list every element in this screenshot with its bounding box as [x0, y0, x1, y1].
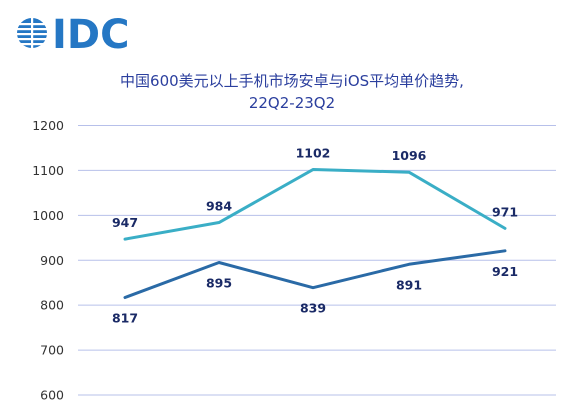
- y-tick-label: 1200: [32, 118, 64, 133]
- data-labels: 947 984 1102 1096 971 817 895 839 891 921: [112, 146, 518, 326]
- y-tick-label: 600: [40, 388, 64, 400]
- data-label: 921: [492, 264, 518, 279]
- idc-logo: IDC: [16, 12, 129, 58]
- data-label: 817: [112, 311, 138, 326]
- series-line-1: [123, 168, 507, 241]
- logo-text: IDC: [52, 12, 129, 58]
- data-label: 947: [112, 215, 138, 230]
- data-label: 895: [206, 275, 232, 290]
- data-label: 1096: [392, 148, 427, 163]
- data-label: 984: [206, 199, 232, 214]
- grid-layer: [78, 125, 556, 396]
- series-layer: [123, 168, 507, 300]
- chart-title-line-1: 中国600美元以上手机市场安卓与iOS平均单价趋势,: [120, 72, 464, 90]
- logo-globe-icon: [16, 17, 48, 49]
- y-tick-label: 1100: [32, 163, 64, 178]
- y-tick-label: 800: [40, 298, 64, 313]
- y-tick-label: 1000: [32, 208, 64, 223]
- series-line-2: [123, 249, 507, 300]
- data-label: 891: [396, 277, 422, 292]
- y-tick-label: 700: [40, 343, 64, 358]
- chart-title-line-2: 22Q2-23Q2: [249, 94, 335, 112]
- data-label: 971: [492, 204, 518, 219]
- data-label: 839: [300, 301, 326, 316]
- data-label: 1102: [296, 146, 331, 161]
- y-tick-label: 900: [40, 253, 64, 268]
- y-axis-ticks: 600 700 800 900 1000 1100 1200: [32, 118, 64, 400]
